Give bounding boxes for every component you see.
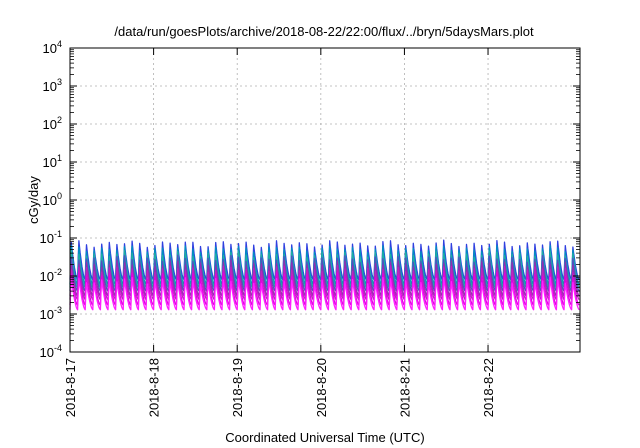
- x-tick-label: 2018-8-21: [397, 358, 412, 417]
- y-tick-label: 103: [43, 77, 62, 94]
- series-group: [69, 239, 580, 311]
- x-axis: 2018-8-17 2018-8-18 2018-8-19 2018-8-20 2018…: [63, 48, 496, 417]
- series-line: [69, 276, 580, 311]
- x-tick-label: 2018-8-20: [314, 358, 329, 417]
- x-tick-label: 2018-8-19: [230, 358, 245, 417]
- y-tick-label: 10-2: [40, 267, 62, 284]
- x-tick-label: 2018-8-17: [63, 358, 78, 417]
- series-line: [69, 254, 580, 292]
- y-tick-label: 10-4: [40, 343, 62, 360]
- chart-title: /data/run/goesPlots/archive/2018-08-22/2…: [114, 24, 534, 39]
- y-tick-label: 100: [43, 191, 62, 208]
- y-tick-label: 102: [43, 115, 62, 132]
- y-axis-label: cGy/day: [26, 176, 41, 224]
- x-tick-label: 2018-8-22: [481, 358, 496, 417]
- series-line: [69, 259, 580, 297]
- y-axis: 10-4 10-3 10-2 10-1 100 101 102 103 104: [40, 39, 580, 360]
- series-line: [69, 264, 580, 301]
- x-tick-label: 2018-8-18: [147, 358, 162, 417]
- y-tick-label: 104: [43, 39, 62, 56]
- y-tick-label: 10-3: [40, 305, 62, 322]
- y-tick-label: 101: [43, 153, 62, 170]
- y-tick-label: 10-1: [40, 229, 62, 246]
- x-axis-label: Coordinated Universal Time (UTC): [225, 430, 424, 445]
